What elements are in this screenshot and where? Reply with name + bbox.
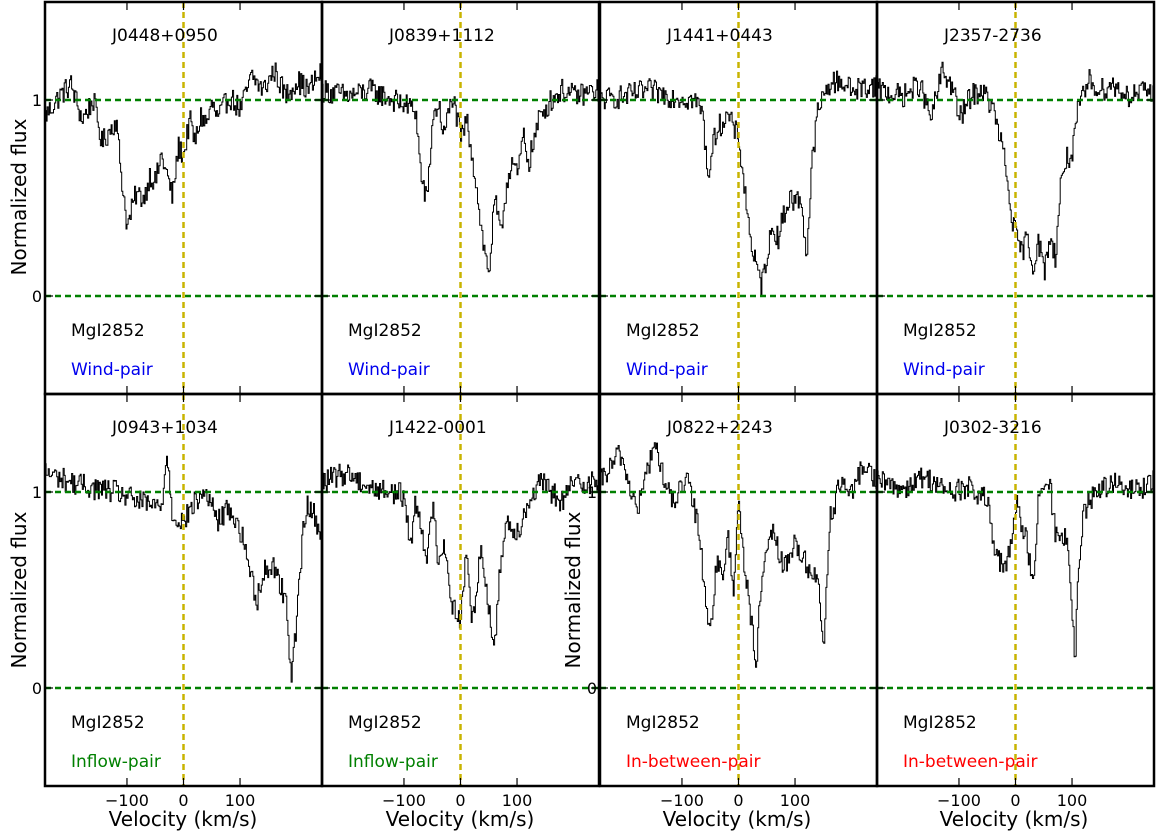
panel2-pair-label: Wind-pair [348, 360, 430, 380]
panel8-line-label: MgI2852 [903, 713, 977, 733]
panel8-frame [875, 392, 1156, 788]
panel5-xtick-label: 0 [178, 791, 188, 810]
panel8: −100 0 100 J0302-3216 MgI2852 In-between-pair [875, 392, 1156, 810]
panel5-ytick-label: 0 [32, 679, 42, 698]
ylabel-bottom-middle: Normalized flux [561, 511, 585, 668]
panel5-title: J0943+1034 [111, 418, 218, 438]
panel7-title: J0822+2243 [666, 418, 773, 438]
panel6: −100 0 100 J1422-0001 MgI2852 Inflow-pair [320, 392, 601, 810]
panel1-pair-label: Wind-pair [71, 360, 153, 380]
panel1-title: J0448+0950 [111, 26, 218, 46]
panel7-xtick-label: 100 [780, 791, 811, 810]
ylabel-bottom-left: Normalized flux [7, 511, 31, 668]
panel3-title: J1441+0443 [666, 26, 773, 46]
panel5-ytick-label: 1 [32, 483, 42, 502]
panel7-xtick-label: −100 [660, 791, 704, 810]
xlabel-col1: Velocity (km/s) [109, 807, 258, 831]
panel2: J0839+1112 MgI2852 Wind-pair [320, 0, 601, 396]
ylabel-top-left: Normalized flux [7, 118, 31, 275]
panel3: J1441+0443 MgI2852 Wind-pair [598, 0, 879, 396]
panel5-xtick-label: 100 [225, 791, 256, 810]
xlabel-col2: Velocity (km/s) [386, 807, 535, 831]
panel7: −100 0 100 0 1 J0822+2243 MgI2852 In-between-pa… [587, 392, 879, 810]
panel1-line-label: MgI2852 [71, 321, 145, 341]
panel3-pair-label: Wind-pair [626, 360, 708, 380]
panel8-xtick-label: −100 [937, 791, 981, 810]
panel6-pair-label: Inflow-pair [348, 752, 438, 772]
xlabel-col3: Velocity (km/s) [663, 807, 812, 831]
panels-group: 0 1 J0448+0950 MgI2852 Wind-pair J0839+1112 Mg… [32, 0, 1156, 810]
panel4-pair-label: Wind-pair [903, 360, 985, 380]
panel8-title: J0302-3216 [943, 418, 1042, 438]
panel7-line-label: MgI2852 [626, 713, 700, 733]
panel7-ytick-label: 0 [587, 679, 597, 698]
panel3-line-label: MgI2852 [626, 321, 700, 341]
panel6-title: J1422-0001 [388, 418, 487, 438]
panel4-line-label: MgI2852 [903, 321, 977, 341]
panel8-xtick-label: 0 [1010, 791, 1020, 810]
panel2-title: J0839+1112 [388, 26, 495, 46]
panel1-spectrum-line [45, 59, 322, 230]
panel8-xtick-label: 100 [1057, 791, 1088, 810]
panel1-ytick-label: 0 [32, 287, 42, 306]
panel6-line-label: MgI2852 [348, 713, 422, 733]
panel7-pair-label: In-between-pair [626, 752, 761, 772]
panel2-line-label: MgI2852 [348, 321, 422, 341]
panel5: −100 0 100 0 1 J0943+1034 MgI2852 Inflow-pair [32, 392, 324, 810]
panel6-xtick-label: 100 [502, 791, 533, 810]
xlabel-col4: Velocity (km/s) [940, 807, 1089, 831]
panel1-ytick-label: 1 [32, 91, 42, 110]
panel8-pair-label: In-between-pair [903, 752, 1038, 772]
panel7-ytick-label: 1 [587, 483, 597, 502]
panel5-pair-label: Inflow-pair [71, 752, 161, 772]
panel7-xtick-label: 0 [733, 791, 743, 810]
panel7-spectrum-line [600, 442, 877, 668]
panel6-xtick-label: 0 [455, 791, 465, 810]
panel4: J2357-2736 MgI2852 Wind-pair [875, 0, 1156, 396]
panel5-xtick-label: −100 [105, 791, 149, 810]
panel1: 0 1 J0448+0950 MgI2852 Wind-pair [32, 0, 324, 396]
panel5-line-label: MgI2852 [71, 713, 145, 733]
panel4-title: J2357-2736 [943, 26, 1042, 46]
panel6-xtick-label: −100 [382, 791, 426, 810]
